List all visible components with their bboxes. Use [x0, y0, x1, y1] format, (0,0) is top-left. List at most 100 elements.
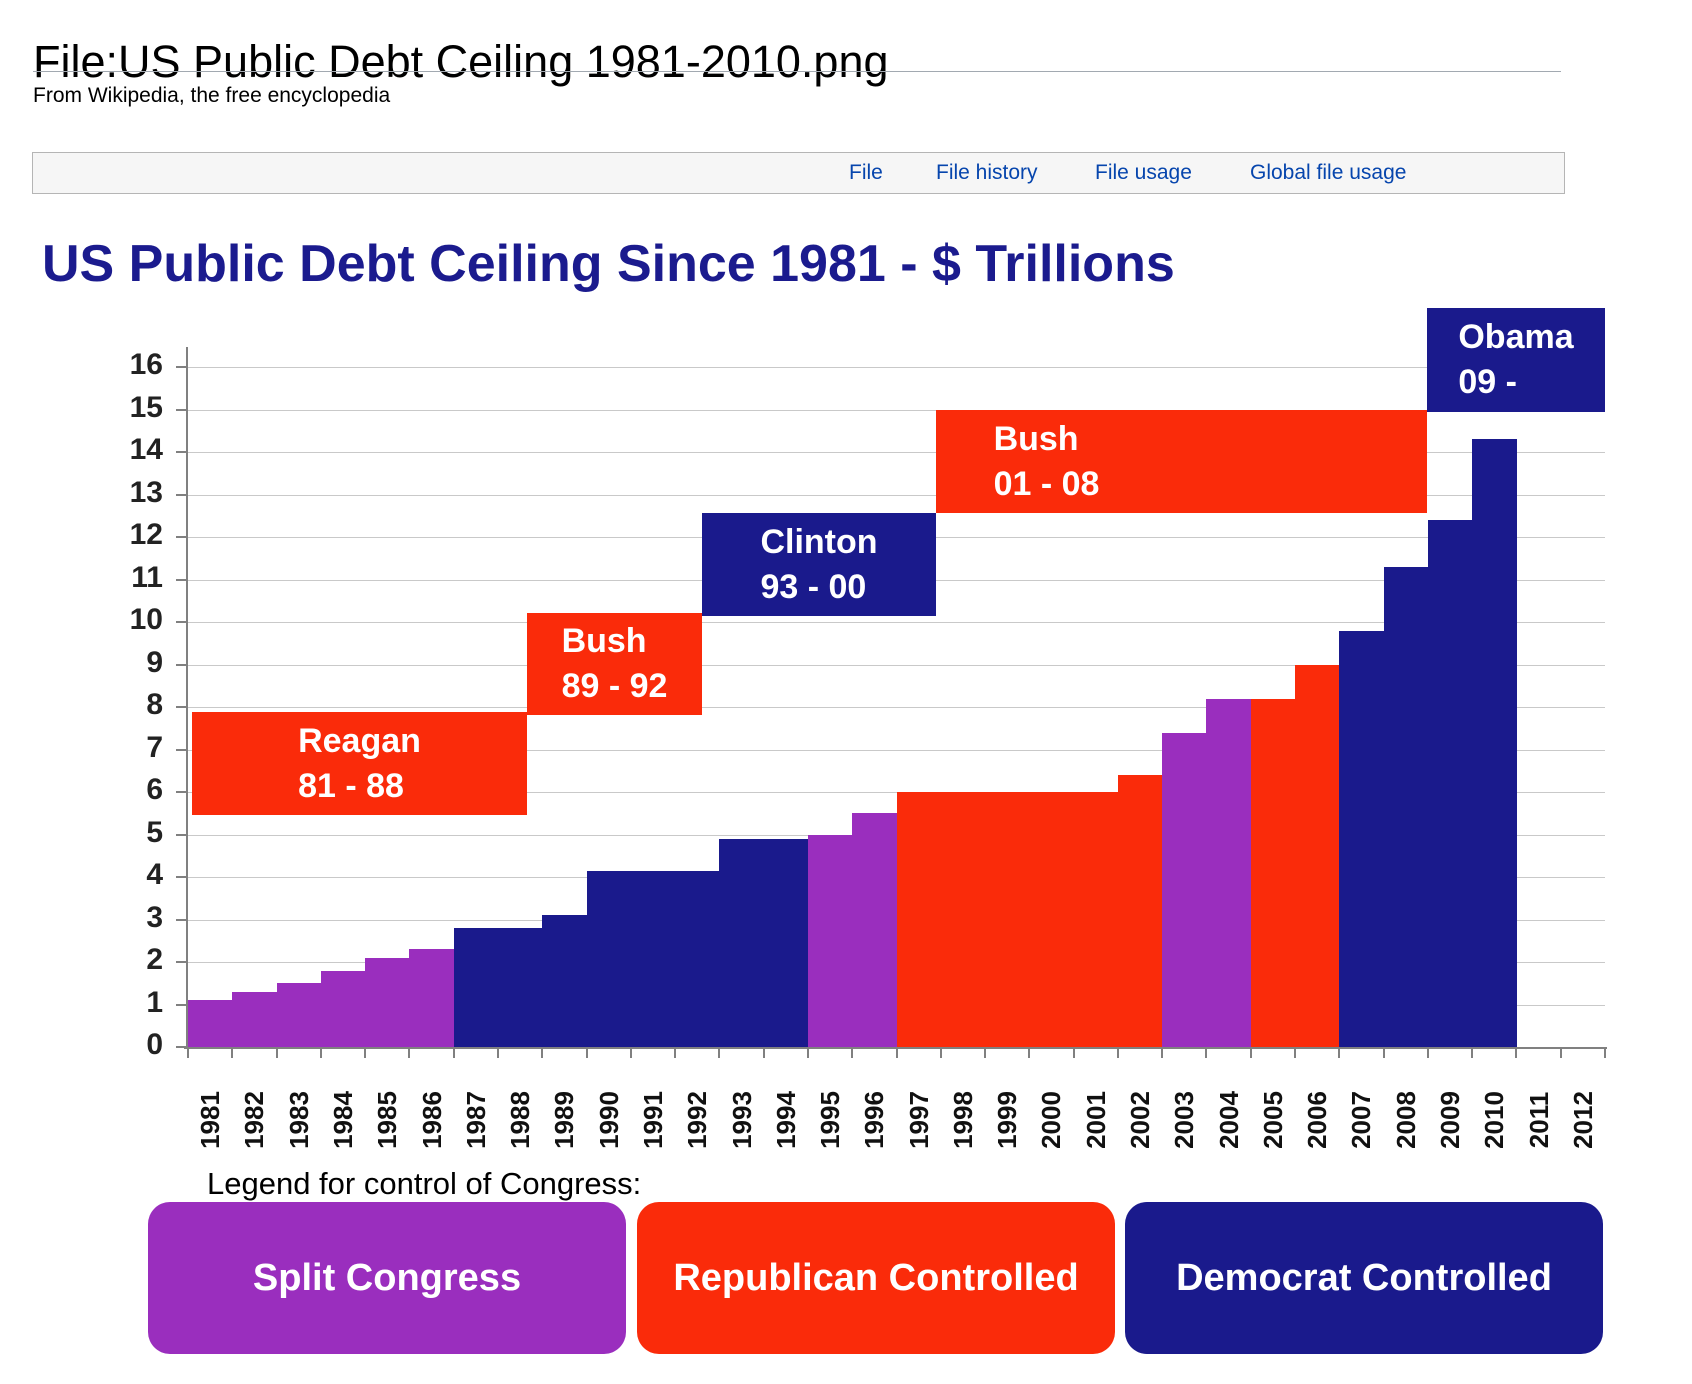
- y-axis-label-6: 6: [146, 773, 163, 806]
- y-tick-4: [176, 876, 188, 878]
- title-divider: [33, 71, 1561, 72]
- x-axis-label-2007: 2007: [1346, 1091, 1377, 1149]
- tab-file-history[interactable]: File history: [936, 161, 1038, 184]
- y-tick-16: [176, 366, 188, 368]
- x-tick-21: [1116, 1049, 1119, 1058]
- x-tick-14: [806, 1049, 809, 1058]
- president-label-text: Clinton 93 - 00: [760, 522, 878, 606]
- bar-1984: [320, 970, 366, 1047]
- y-tick-15: [176, 408, 188, 411]
- x-tick-0: [187, 1049, 189, 1058]
- gridline-9: [188, 664, 1605, 666]
- y-axis-label-10: 10: [129, 603, 163, 636]
- y-axis-label-14: 14: [129, 433, 163, 466]
- x-tick-26: [1338, 1049, 1341, 1058]
- x-axis-label-2008: 2008: [1390, 1091, 1421, 1149]
- y-tick-6: [176, 791, 188, 793]
- bar-1985: [365, 957, 410, 1047]
- bar-1990: [586, 870, 632, 1047]
- x-tick-6: [452, 1049, 455, 1058]
- x-axis-label-2005: 2005: [1257, 1091, 1288, 1149]
- bar-2010: [1472, 439, 1518, 1047]
- bar-1988: [497, 928, 543, 1047]
- y-tick-0: [176, 1046, 188, 1048]
- x-tick-11: [674, 1049, 677, 1058]
- gridline-7: [188, 749, 1605, 751]
- page-subtitle: From Wikipedia, the free encyclopedia: [33, 84, 391, 107]
- x-axis-label-1988: 1988: [505, 1091, 536, 1149]
- x-axis-label-1995: 1995: [815, 1091, 846, 1149]
- x-tick-22: [1161, 1049, 1164, 1058]
- tab-file-usage[interactable]: File usage: [1095, 161, 1192, 184]
- y-axis-label-12: 12: [129, 518, 163, 551]
- x-tick-4: [364, 1049, 367, 1058]
- y-tick-11: [176, 578, 188, 581]
- president-label-bush-89: Bush 89 - 92: [527, 613, 702, 715]
- president-label-text: Bush 01 - 08: [993, 419, 1100, 503]
- bar-1992: [675, 870, 720, 1047]
- y-axis: [186, 347, 188, 1049]
- y-axis-label-3: 3: [146, 900, 163, 934]
- x-axis-label-1999: 1999: [992, 1091, 1023, 1149]
- x-axis-label-1984: 1984: [327, 1091, 358, 1149]
- x-tick-15: [851, 1049, 854, 1058]
- x-axis-label-2006: 2006: [1302, 1091, 1333, 1149]
- x-tick-3: [319, 1049, 322, 1058]
- bar-2009: [1427, 520, 1473, 1047]
- x-tick-18: [984, 1049, 987, 1058]
- bar-2001: [1073, 792, 1119, 1047]
- y-tick-14: [176, 451, 188, 453]
- y-tick-13: [176, 493, 188, 496]
- x-axis-label-1997: 1997: [903, 1091, 934, 1149]
- bar-2003: [1162, 732, 1208, 1047]
- president-label-clinton-93: Clinton 93 - 00: [702, 513, 936, 616]
- x-axis-label-2003: 2003: [1169, 1091, 1200, 1149]
- x-axis: [184, 1047, 1607, 1049]
- president-label-obama-09: Obama 09 -: [1427, 308, 1605, 412]
- bar-1991: [630, 870, 676, 1047]
- x-tick-28: [1426, 1049, 1429, 1058]
- x-tick-29: [1471, 1049, 1474, 1058]
- x-tick-24: [1249, 1049, 1252, 1058]
- y-axis-label-4: 4: [146, 858, 163, 891]
- x-axis-label-2010: 2010: [1479, 1091, 1510, 1149]
- bar-1996: [852, 813, 898, 1047]
- y-tick-2: [176, 961, 188, 963]
- bar-1986: [409, 949, 455, 1047]
- gridline-8: [188, 707, 1605, 708]
- gridline-14: [188, 452, 1605, 453]
- x-tick-23: [1205, 1049, 1208, 1058]
- y-tick-5: [176, 833, 188, 836]
- y-axis-label-1: 1: [146, 985, 163, 1019]
- president-label-text: Obama 09 -: [1458, 318, 1574, 401]
- president-label-bush-01: Bush 01 - 08: [936, 410, 1427, 513]
- y-tick-1: [176, 1003, 188, 1006]
- bar-1999: [985, 792, 1030, 1047]
- x-axis-label-1982: 1982: [239, 1091, 270, 1149]
- x-tick-13: [762, 1049, 765, 1058]
- x-axis-label-1992: 1992: [682, 1091, 713, 1149]
- y-tick-7: [176, 748, 188, 751]
- x-tick-9: [585, 1049, 588, 1058]
- bar-1981: [188, 1000, 233, 1047]
- x-tick-16: [895, 1049, 898, 1058]
- x-tick-32: [1604, 1049, 1606, 1058]
- y-axis-label-5: 5: [146, 815, 163, 849]
- tab-global-file-usage[interactable]: Global file usage: [1250, 161, 1407, 184]
- x-axis-label-1986: 1986: [416, 1091, 447, 1149]
- bar-1989: [542, 915, 588, 1047]
- bar-1982: [232, 991, 278, 1047]
- tab-file[interactable]: File: [849, 161, 883, 184]
- x-tick-10: [629, 1049, 632, 1058]
- x-tick-27: [1382, 1049, 1385, 1058]
- y-axis-label-11: 11: [131, 560, 163, 594]
- bar-1987: [453, 928, 499, 1047]
- x-axis-label-1993: 1993: [726, 1091, 757, 1149]
- y-tick-8: [176, 706, 188, 708]
- bar-2004: [1206, 698, 1252, 1047]
- bar-1993: [719, 838, 765, 1047]
- legend-box-democrat: Democrat Controlled: [1125, 1202, 1603, 1354]
- y-axis-label-7: 7: [146, 730, 163, 764]
- bar-2000: [1029, 792, 1075, 1047]
- legend-title: Legend for control of Congress:: [207, 1166, 642, 1201]
